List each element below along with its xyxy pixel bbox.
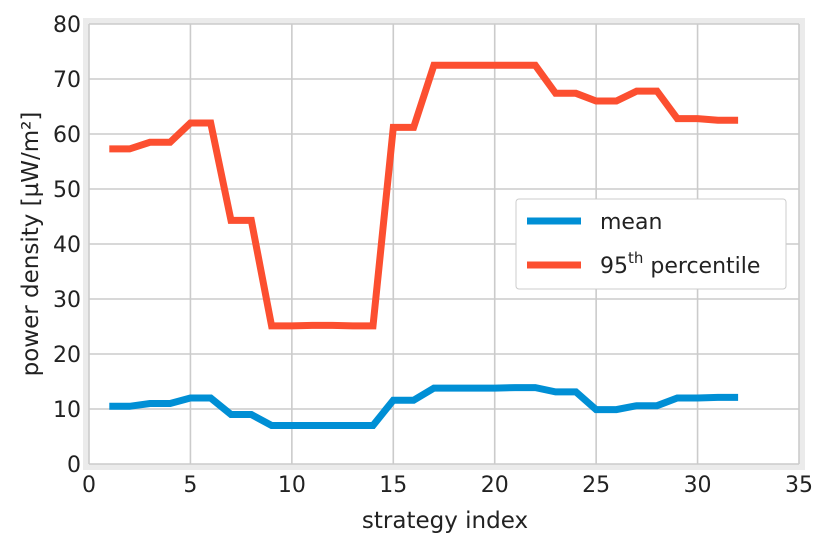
legend-label-95th-base: 95 <box>600 254 628 279</box>
y-tick-label: 60 <box>53 123 81 148</box>
y-tick-label: 70 <box>53 68 81 93</box>
x-tick-labels: 0 5 10 15 20 25 30 35 <box>82 473 813 498</box>
legend: mean 95th percentile <box>515 198 787 290</box>
series-line-mean <box>109 384 739 429</box>
series-line-95th-percentile <box>109 61 739 330</box>
y-tick-label: 30 <box>53 288 81 313</box>
x-tick-label: 5 <box>183 473 197 498</box>
y-tick-label: 20 <box>53 343 81 368</box>
x-tick-label: 0 <box>82 473 96 498</box>
x-tick-label: 10 <box>278 473 306 498</box>
y-tick-label: 10 <box>53 398 81 423</box>
x-tick-label: 15 <box>379 473 407 498</box>
y-tick-label: 80 <box>53 13 81 38</box>
legend-label-95th-percentile: 95th percentile <box>600 249 760 279</box>
legend-label-95th-rest: percentile <box>643 254 760 279</box>
legend-label-95th-sup: th <box>628 249 643 267</box>
y-tick-label: 50 <box>53 178 81 203</box>
y-tick-label: 40 <box>53 233 81 258</box>
legend-box <box>515 198 787 290</box>
legend-label-mean: mean <box>600 210 662 235</box>
x-tick-label: 20 <box>481 473 509 498</box>
x-axis-label: strategy index <box>362 508 528 534</box>
grid <box>88 23 800 465</box>
y-tick-label: 0 <box>67 453 81 478</box>
x-tick-label: 30 <box>684 473 712 498</box>
x-tick-label: 35 <box>785 473 813 498</box>
y-axis-label: power density [µW/m²] <box>18 112 44 377</box>
series-lines <box>109 61 739 429</box>
x-tick-label: 25 <box>582 473 610 498</box>
y-tick-labels: 0 10 20 30 40 50 60 70 80 <box>53 13 81 478</box>
